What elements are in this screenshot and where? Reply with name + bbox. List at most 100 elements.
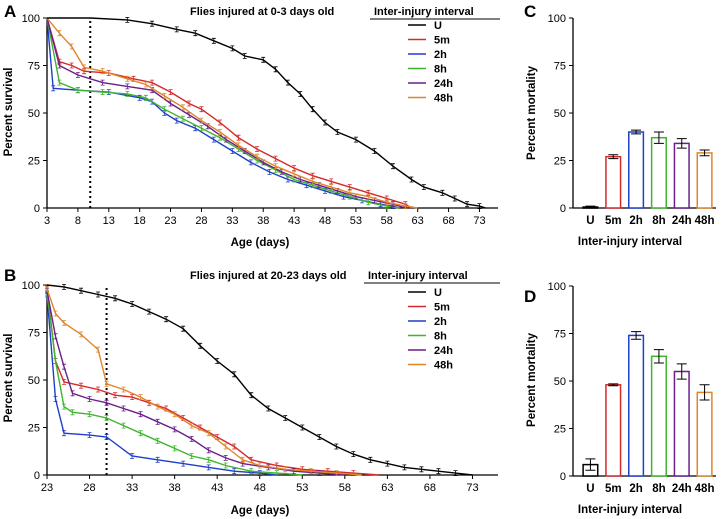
panel-a-x-tick-label: 23 [164,215,176,227]
panel-a-series-U [47,17,486,209]
panel-a-errorbar-5m [217,119,222,126]
panel-b-errorbar-U [96,291,101,298]
panel-a-errorbar-8h [75,87,80,94]
panel-c-y-axis-label: Percent mortality [526,65,538,160]
panel-a-y-axis-label: Percent survival [3,68,15,157]
panel-c-x-tick-label: 24h [672,215,692,227]
panel-a-legend-label-5m: 5m [434,35,450,47]
panel-b-errorbar-2h [62,430,67,437]
panel-b-legend-label-U: U [434,287,442,299]
panel-c-x-axis-label: Inter-injury interval [578,236,682,248]
panel-a-errorbar-U [242,53,247,59]
panel-b-legend-label-5m: 5m [434,302,450,314]
panel-d-bar-5m [605,384,622,477]
panel-a-errorbar-U [273,66,278,73]
panel-a-errorbar-5m [168,89,173,95]
panel-b-errorbar-48h [334,470,339,476]
panel-b-errorbar-2h [206,464,211,471]
panel-b-series-8h [46,292,303,476]
panel-a-errorbar-U [150,20,155,27]
panel-d-letter: D [524,287,536,306]
panel-a-series-5m [46,17,412,209]
panel-a-errorbar-8h [57,79,62,86]
panel-a-errorbar-5m [187,100,192,107]
panel-b-x-tick-label: 58 [339,482,351,494]
panel-a-errorbar-48h [292,170,297,177]
panel-d-y-tick-label: 0 [560,471,566,483]
panel-a-errorbar-48h [310,178,315,185]
panel-b-errorbar-24h [104,399,109,406]
panel-c-x-tick-label: U [586,215,594,227]
panel-c-errorbar-2h [631,129,642,135]
panel-c-bar-48h [696,152,713,209]
panel-b-errorbar-24h [189,436,194,442]
panel-a-errorbar-48h [57,30,62,37]
panel-b-errorbar-8h [223,462,228,469]
panel-c-x-tick-label: 5m [605,215,622,227]
panel-a-errorbar-8h [125,91,130,97]
panel-b-x-axis-label: Age (days) [231,505,290,517]
panel-b-errorbar-24h [62,363,67,370]
panel-a-series-2h [46,17,400,209]
panel-b-errorbar-8h [70,409,75,416]
panel-b-errorbar-U [181,325,186,332]
panel-b-errorbar-U [283,415,288,421]
panel-b-errorbar-5m [232,443,237,450]
panel-a-survival-chart: A Flies injured at 0-3 days old Inter-in… [3,2,500,249]
panel-c-errorbar-24h [676,138,687,149]
panel-a-x-tick-label: 33 [226,215,238,227]
panel-a-letter: A [4,2,16,21]
panel-a-legend-label-8h: 8h [434,64,447,76]
panel-a-errorbar-5m [329,178,334,185]
panel-b-errorbar-U [79,287,84,294]
panel-b-errorbar-U [419,466,424,473]
panel-a-errorbar-48h [199,117,204,124]
panel-b-errorbar-5m [62,379,67,385]
panel-b-survival-chart: B Flies injured at 20-23 days old Inter-… [3,266,500,517]
panel-b-errorbar-U [368,456,373,463]
panel-b-errorbar-8h [87,411,92,418]
panel-c-y-tick-label: 25 [554,156,566,168]
panel-b-errorbar-8h [104,415,109,421]
panel-a-errorbar-2h [174,117,179,124]
panel-a-x-tick-label: 38 [257,215,269,227]
panel-b-errorbar-U [453,470,458,476]
panel-b-x-tick-label: 28 [83,482,95,494]
panel-c-bar-5m [605,155,622,209]
panel-a-errorbar-2h [211,136,216,143]
panel-a-errorbar-5m [310,172,315,179]
panel-a-errorbar-U [285,79,290,86]
panel-b-errorbar-U [215,358,220,364]
panel-a-errorbar-U [477,203,482,209]
panel-d-errorbar-8h [653,349,664,364]
panel-b-errorbar-48h [172,411,177,418]
panel-a-errorbar-8h [143,94,148,101]
panel-b-errorbar-5m [79,382,84,389]
panel-b-series-5m [46,288,379,476]
panel-a-errorbar-U [230,45,235,52]
panel-b-errorbar-U [266,405,271,412]
panel-c-bar-8h [650,136,667,209]
panel-a-errorbar-U [261,56,266,63]
panel-a-errorbar-48h [403,203,408,209]
panel-a-errorbar-U [323,119,328,126]
panel-b-errorbar-U [147,308,152,315]
panel-d-errorbar-48h [699,384,710,401]
panel-a-legend-label-2h: 2h [434,49,447,61]
panel-b-legend-label-8h: 8h [434,331,447,343]
panel-b-errorbar-U [436,468,441,475]
panel-a-errorbar-48h [273,163,278,170]
panel-c-y-tick-label: 100 [548,13,566,25]
panel-b-x-tick-label: 43 [211,482,223,494]
panel-a-errorbar-U [125,17,130,23]
panel-d-bar-48h [696,391,713,477]
panel-a-errorbar-2h [248,159,253,166]
panel-c-errorbar-5m [608,154,619,160]
panel-b-series-U [46,284,473,476]
panel-a-errorbar-U [193,30,198,37]
panel-b-errorbar-48h [104,380,109,387]
panel-c-errorbar-U [585,205,596,209]
panel-b-errorbar-48h [121,386,126,393]
panel-a-errorbar-U [440,189,445,196]
panel-b-errorbar-8h [274,470,279,476]
